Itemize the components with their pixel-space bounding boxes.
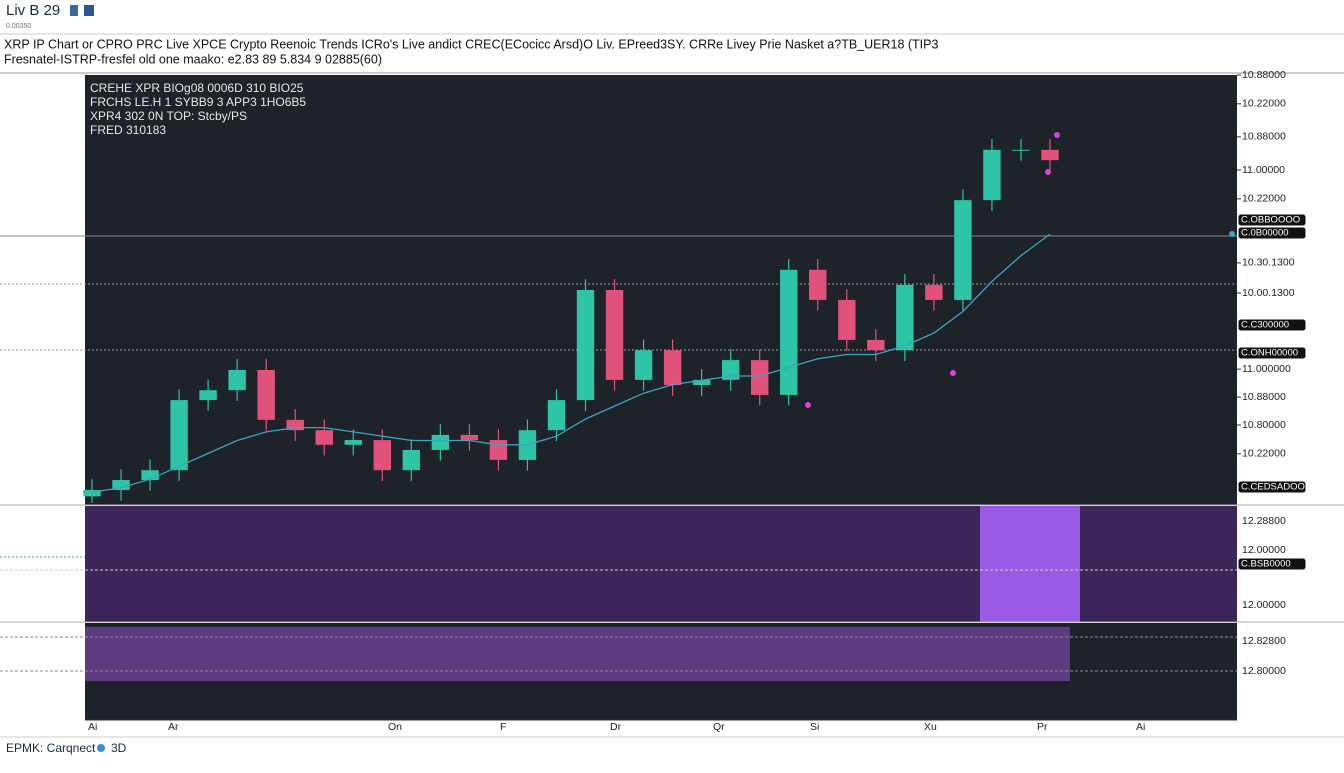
- icon[interactable]: [70, 5, 78, 16]
- x-tick-label: Ai: [88, 721, 97, 733]
- marker: [805, 402, 811, 408]
- app-title: Liv B 29: [6, 2, 60, 19]
- price-tag: C.C300000: [1241, 320, 1289, 331]
- candle-body: [867, 339, 885, 351]
- icon[interactable]: [84, 5, 94, 16]
- candle-body: [489, 440, 508, 460]
- y-tick-label: 10.88000: [1242, 391, 1286, 403]
- price-panel: [85, 75, 1237, 505]
- y-tick-label: 10.22000: [1242, 193, 1286, 205]
- highlight-block: [980, 506, 1080, 622]
- price-tag: C.ONH00000: [1241, 348, 1298, 359]
- candle-body: [809, 269, 827, 300]
- candle-body: [663, 350, 682, 386]
- candle-body: [750, 360, 769, 395]
- y-tick-label: 10.30.1300: [1242, 257, 1295, 269]
- candle-body: [431, 434, 450, 450]
- x-tick-label: F: [500, 721, 506, 733]
- x-tick-label: Qr: [713, 721, 725, 733]
- price-tag-box: [1237, 557, 1307, 571]
- price-tag-box: [1237, 213, 1307, 227]
- price-tag: C.OBBOOOO: [1241, 215, 1300, 226]
- y-tick-label: 10.80000: [1242, 419, 1286, 431]
- candle-body: [141, 470, 159, 481]
- y-tick-label: 10.22000: [1242, 448, 1286, 460]
- candle-body: [228, 369, 246, 391]
- lower-tick-label: 12.00000: [1242, 599, 1286, 611]
- price-tag: C.0B00000: [1241, 228, 1289, 239]
- candle-body: [1041, 149, 1059, 161]
- price-tag: C.CEDSADOO: [1241, 482, 1305, 493]
- marker: [950, 370, 956, 376]
- rsi-band: [85, 627, 1070, 681]
- candle-body: [83, 489, 101, 497]
- candle-body: [838, 299, 856, 340]
- status-dot: [97, 744, 105, 752]
- price-tag-box: [1237, 318, 1307, 332]
- price-tag-box: [1237, 480, 1307, 494]
- candle-body: [605, 290, 624, 380]
- footer-text: EPMK: Carqnect: [6, 741, 96, 755]
- x-tick-label: Si: [810, 721, 819, 733]
- candle-body: [373, 440, 392, 471]
- x-tick-label: Xu: [924, 721, 937, 733]
- candle-body: [896, 284, 914, 351]
- y-tick-label: 11.000000: [1242, 363, 1291, 375]
- candle-body: [954, 200, 972, 300]
- candle-body: [780, 269, 798, 395]
- candle-body: [460, 434, 479, 441]
- x-tick-label: Pr: [1037, 721, 1048, 733]
- y-tick-label: 10.88000: [1242, 69, 1286, 81]
- candle-body: [315, 430, 333, 445]
- price-tag-box: [1237, 226, 1307, 240]
- x-tick-label: Dr: [610, 721, 622, 733]
- x-tick-label: Ai: [1136, 721, 1145, 733]
- legend-line: XPR4 302 0N TOP: Stcby/PS: [90, 109, 247, 123]
- legend-line: CREHE XPR BIOg08 0006D 310 BIO25: [90, 81, 304, 95]
- candle-body: [547, 400, 566, 431]
- app-subtitle: 0.00350: [6, 23, 31, 30]
- y-tick-label: 11.00000: [1242, 164, 1285, 176]
- y-tick-label: 10.00.1300: [1242, 287, 1295, 299]
- candle-body: [983, 149, 1001, 201]
- moving-average: [91, 233, 1051, 493]
- y-tick-label: 10.22000: [1242, 98, 1286, 110]
- legend-line: FRED 310183: [90, 123, 166, 137]
- footer-badge: 3D: [111, 741, 127, 755]
- page-subtitle: Fresnatel-ISTRP-fresfel old one maako: e…: [4, 52, 382, 66]
- candle-body: [576, 290, 595, 401]
- price-tag: C.BSB0000: [1241, 559, 1291, 570]
- candle-body: [112, 480, 130, 490]
- candle-body: [721, 360, 740, 380]
- candle-body: [692, 379, 711, 386]
- candle-body: [257, 369, 275, 420]
- lower-tick-label: 12.00000: [1242, 544, 1286, 556]
- candle-body: [170, 400, 188, 471]
- lower-tick-label: 12.80000: [1242, 665, 1286, 677]
- candle-body: [286, 419, 304, 431]
- lower-tick-label: 12.82800: [1242, 635, 1286, 647]
- candle-body: [925, 284, 943, 300]
- candle-body: [402, 449, 421, 471]
- y-tick-label: 10.88000: [1242, 131, 1286, 143]
- candle-body: [634, 350, 653, 380]
- candle-body: [1012, 149, 1030, 151]
- candle-body: [199, 390, 217, 401]
- x-tick-label: On: [388, 721, 402, 733]
- marker: [1054, 132, 1060, 138]
- x-tick-label: Ar: [168, 721, 179, 733]
- candle-body: [344, 440, 362, 445]
- page-title: XRP IP Chart or CPRO PRC Live XPCE Crypt…: [4, 37, 938, 51]
- legend-line: FRCHS LE.H 1 SYBB9 3 APP3 1HO6B5: [90, 95, 306, 109]
- price-tag-box: [1237, 346, 1307, 360]
- lower-tick-label: 12.28800: [1242, 515, 1286, 527]
- marker: [1229, 231, 1235, 237]
